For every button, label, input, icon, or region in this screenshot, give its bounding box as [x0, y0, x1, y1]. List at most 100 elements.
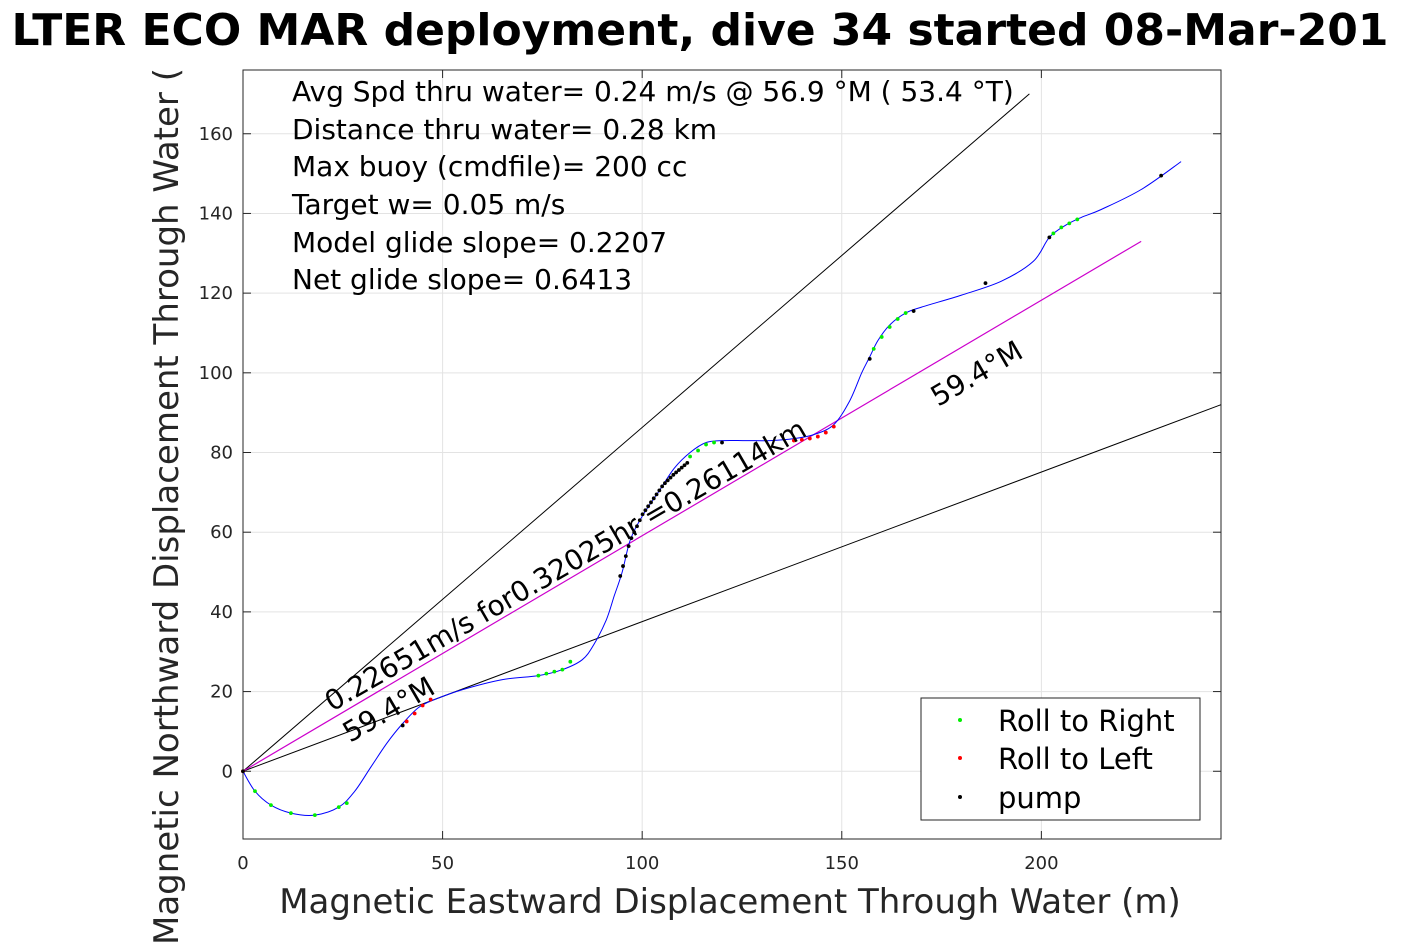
legend-label-roll-right: Roll to Right [998, 704, 1175, 738]
track-path [242, 161, 1182, 816]
point-pump [629, 536, 634, 541]
info-line-avg-speed: Avg Spd thru water= 0.24 m/s @ 56.9 °M (… [292, 75, 1014, 108]
point-roll-to-right [269, 803, 273, 808]
x-tick-label: 50 [431, 853, 454, 874]
point-pump [637, 518, 642, 523]
point-pump [660, 484, 665, 489]
y-tick-label: 20 [210, 682, 233, 703]
point-pump [657, 488, 662, 493]
point-pump [643, 508, 648, 513]
info-text-block: Avg Spd thru water= 0.24 m/s @ 56.9 °M (… [291, 75, 1014, 296]
point-roll-to-right [1067, 221, 1072, 226]
point-roll-to-left [791, 438, 796, 443]
y-tick-label: 100 [199, 363, 233, 384]
point-pump [668, 475, 673, 480]
y-tick-label: 0 [222, 761, 233, 782]
y-tick-label: 140 [199, 203, 233, 224]
point-pump [679, 465, 684, 470]
legend-box [920, 697, 1201, 821]
y-tick-label: 60 [210, 522, 233, 543]
legend-label-roll-left: Roll to Left [998, 742, 1153, 776]
point-pump [682, 463, 687, 468]
y-tick-label: 120 [199, 283, 233, 304]
guide-line [242, 93, 1030, 772]
point-pump [626, 544, 631, 549]
x-axis-label: Magnetic Eastward Displacement Through W… [279, 882, 1181, 922]
point-roll-to-right [336, 805, 341, 810]
point-roll-to-left [807, 436, 812, 441]
point-pump [621, 564, 625, 568]
point-pump [911, 309, 916, 313]
chart-title: LTER ECO MAR deployment, dive 34 started… [11, 5, 1388, 56]
point-roll-to-right [871, 347, 876, 351]
legend: Roll to Right Roll to Left pump [920, 697, 1201, 821]
point-roll-to-left [404, 719, 409, 724]
x-tick-label: 100 [625, 853, 659, 874]
legend-label-pump: pump [998, 781, 1081, 815]
point-roll-to-right [1051, 231, 1056, 236]
point-pump [677, 468, 681, 472]
point-roll-to-right [1075, 217, 1080, 222]
point-roll-to-right [696, 448, 700, 453]
legend-marker-roll-right [958, 718, 962, 722]
guide-lines [242, 93, 1222, 772]
point-pump [649, 500, 653, 505]
legend-marker-pump [958, 795, 962, 799]
point-pump [685, 460, 690, 465]
point-pump [623, 554, 628, 559]
track-line [242, 161, 1182, 816]
info-line-target-w: Target w= 0.05 m/s [291, 188, 565, 221]
info-line-max-buoy: Max buoy (cmdfile)= 200 cc [292, 150, 687, 183]
point-pump [867, 356, 872, 361]
point-roll-to-left [815, 434, 820, 439]
point-roll-to-right [704, 442, 708, 447]
point-roll-to-left [831, 424, 836, 429]
axes-frame [242, 69, 1222, 840]
y-axis-label: Magnetic Northward Displacement Through … [147, 68, 187, 945]
grid-lines [242, 70, 1221, 839]
point-pump [983, 281, 988, 286]
point-roll-to-right [544, 671, 549, 676]
point-roll-to-right [1059, 225, 1064, 230]
info-line-distance: Distance thru water= 0.28 km [292, 113, 717, 146]
point-roll-to-left [412, 711, 417, 716]
point-roll-to-right [253, 789, 257, 794]
point-pump [632, 530, 637, 535]
point-pump [720, 440, 724, 445]
point-roll-to-left [420, 703, 425, 708]
point-pump [665, 478, 670, 483]
heading-line [242, 240, 1142, 772]
legend-marker-roll-left [958, 756, 962, 760]
point-pump [654, 492, 659, 497]
point-pump [400, 723, 405, 728]
x-tick-label: 200 [1024, 853, 1058, 874]
point-roll-to-left [428, 697, 433, 702]
point-pump [618, 574, 623, 578]
point-pump [671, 472, 676, 477]
point-roll-to-right [312, 813, 317, 817]
point-pump [635, 524, 639, 529]
point-pump [663, 481, 667, 486]
y-tick-label: 80 [210, 443, 233, 464]
point-pump [674, 470, 679, 475]
point-roll-to-right [568, 659, 573, 664]
point-roll-to-right [536, 673, 541, 678]
info-line-net-glide: Net glide slope= 0.6413 [292, 263, 632, 296]
x-tick-label: 0 [237, 853, 248, 874]
point-pump [651, 496, 656, 501]
point-pump [646, 504, 651, 509]
point-roll-to-left [823, 430, 828, 435]
point-roll-to-right [895, 317, 900, 321]
point-roll-to-right [289, 811, 293, 816]
point-roll-to-left [799, 437, 804, 442]
point-roll-to-right [344, 801, 349, 806]
point-pump [1047, 235, 1052, 240]
x-tick-label: 150 [825, 853, 859, 874]
point-roll-to-right [560, 667, 565, 672]
point-pump [640, 512, 645, 517]
point-pump [241, 769, 245, 774]
point-roll-to-right [903, 311, 908, 315]
point-pump [1159, 173, 1164, 178]
axis-ticks: 0 50 100 150 200 0 20 40 60 80 100 120 140 160 [199, 70, 1221, 874]
y-tick-label: 40 [210, 602, 233, 623]
